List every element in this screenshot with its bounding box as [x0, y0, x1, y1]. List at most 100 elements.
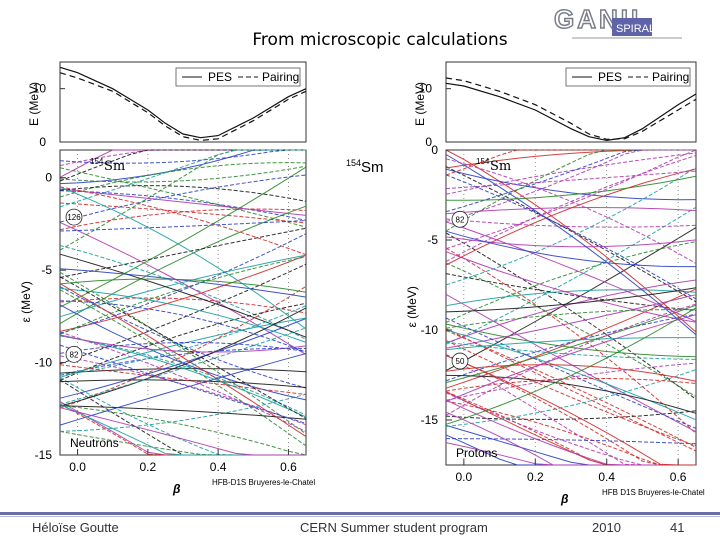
right-bottom-gap-label: 82 [456, 215, 465, 224]
right-top-legend-pairing: Pairing [652, 70, 689, 84]
left-bottom-level-line [59, 302, 307, 381]
right-bottom-level-line [445, 307, 697, 425]
right-bottom-level-line [446, 175, 697, 201]
left-bottom-level-line [59, 276, 307, 420]
left-bottom-ytick-label: -15 [35, 448, 53, 462]
right-bottom-level-line [445, 354, 696, 466]
right-bottom-credit: HFB D1S Bruyeres-le-Chatel [602, 488, 705, 497]
right-bottom-level-line [445, 374, 697, 414]
ganil-spiral2-logo: GANIL SPIRAL2 [553, 4, 682, 39]
footer-event: CERN Summer student program [300, 520, 488, 535]
right-bottom-level-line [445, 362, 697, 401]
slide-title: From microscopic calculations [252, 30, 508, 50]
right-bottom-level-line [445, 221, 697, 323]
left-bottom-level-line [59, 149, 306, 164]
footer-rule [0, 512, 720, 515]
right-bottom-level-line [445, 354, 696, 466]
right-bottom-level-line [445, 392, 696, 466]
right-bottom-level-line [445, 152, 697, 195]
left-bottom-xtick-label: 0.2 [140, 460, 157, 474]
right-bottom-level-line [445, 314, 697, 403]
right-bottom-annotation: Protons [456, 446, 497, 460]
right-bottom-level-line [445, 232, 697, 400]
left-bottom-gap-circle [65, 345, 83, 363]
left-bottom-level-line [59, 344, 307, 424]
right-top-ylabel: E (MeV) [413, 82, 427, 126]
left-bottom-level-line [59, 186, 307, 330]
right-bottom-level-line [445, 309, 697, 329]
left-bottom-level-line [59, 165, 307, 183]
left-bottom-level-line [59, 166, 307, 308]
footer-page-number: 41 [670, 520, 685, 535]
right-bottom-level-line [445, 328, 697, 452]
right-bottom-level-line [445, 399, 696, 466]
right-bottom-level-line [445, 230, 696, 268]
left-bottom-level-line [59, 393, 307, 432]
right-bottom-level-line [445, 251, 697, 323]
left-bottom-level-line [59, 233, 307, 334]
left-bottom-level-line [59, 174, 307, 223]
right-bottom-gap-circle [451, 352, 469, 370]
right-bottom-level-line [445, 241, 697, 323]
left-bottom-level-line [59, 335, 307, 416]
left-bottom-xtick-label: 0.0 [69, 460, 86, 474]
right-bottom-level-line [445, 369, 697, 427]
left-bottom-level-line [59, 220, 307, 232]
right-bottom-level-line [445, 167, 697, 286]
right-bottom-xtick-label: 0.2 [527, 470, 544, 484]
right-bottom-level-line [445, 273, 697, 312]
right-bottom-level-line [445, 168, 697, 201]
right-bottom-level-line [445, 303, 697, 416]
right-bottom-level-line [445, 155, 697, 262]
left-bottom-level-line [59, 334, 307, 418]
right-bottom-level-line [445, 317, 697, 429]
center-nucleus-element: Sm [361, 159, 384, 176]
left-top-ytick-label: 10 [33, 82, 47, 96]
logo-badge [612, 18, 652, 36]
logo-sub-text: SPIRAL2 [616, 23, 661, 35]
left-bottom-ytick-label: -10 [35, 356, 53, 370]
left-bottom-level-line [59, 254, 307, 318]
left-bottom-level-line [59, 185, 307, 202]
right-bottom-nucleus-mass: 154 [476, 157, 490, 166]
right-bottom-level-line [445, 294, 697, 349]
right-bottom-level-line [445, 289, 697, 307]
left-top-series-pairing [59, 72, 307, 142]
right-bottom-level-line [445, 174, 697, 300]
left-top-ytick-label: 0 [39, 135, 46, 149]
left-bottom-level-line [59, 407, 306, 456]
left-bottom-level-line [59, 286, 307, 389]
right-bottom-ytick-label: 0 [431, 143, 438, 157]
left-bottom-xtick-label: 0.6 [280, 460, 297, 474]
left-bottom-level-line [59, 341, 307, 354]
left-bottom-level-line [59, 263, 307, 365]
left-bottom-level-line [59, 186, 307, 256]
left-top-series-pes [59, 66, 307, 139]
left-bottom-credit: HFB-D1S Bruyeres-le-Chatel [212, 478, 315, 487]
left-bottom-level-line [59, 317, 307, 378]
left-bottom-level-line [59, 245, 307, 340]
right-bottom-xtick-label: 0.6 [670, 470, 687, 484]
right-top-legend-pes: PES [598, 70, 622, 84]
left-bottom-level-line [59, 167, 307, 228]
left-bottom-gap-circle [65, 208, 83, 226]
left-bottom-gap-label: 82 [70, 350, 79, 359]
right-bottom-level-line [445, 330, 697, 448]
left-bottom-ytick-label: -5 [41, 263, 52, 277]
left-bottom-level-line [59, 353, 307, 426]
right-bottom-level-line [445, 149, 697, 250]
left-bottom-level-line [59, 278, 307, 293]
left-top-legend-pes: PES [208, 70, 232, 84]
right-bottom-gap-circle [451, 210, 469, 228]
right-bottom-xtick-label: 0.4 [598, 470, 615, 484]
right-bottom-level-line [445, 287, 697, 313]
right-bottom-ytick-label: -5 [427, 233, 438, 247]
right-bottom-xtick-label: 0.0 [456, 470, 473, 484]
right-bottom-level-line [445, 337, 696, 351]
left-top-legend-pairing: Pairing [262, 70, 299, 84]
right-top-series-pes [445, 82, 697, 142]
left-bottom-level-line [59, 149, 306, 208]
right-bottom-level-line [445, 206, 697, 345]
footer-author: Héloïse Goutte [32, 520, 119, 535]
